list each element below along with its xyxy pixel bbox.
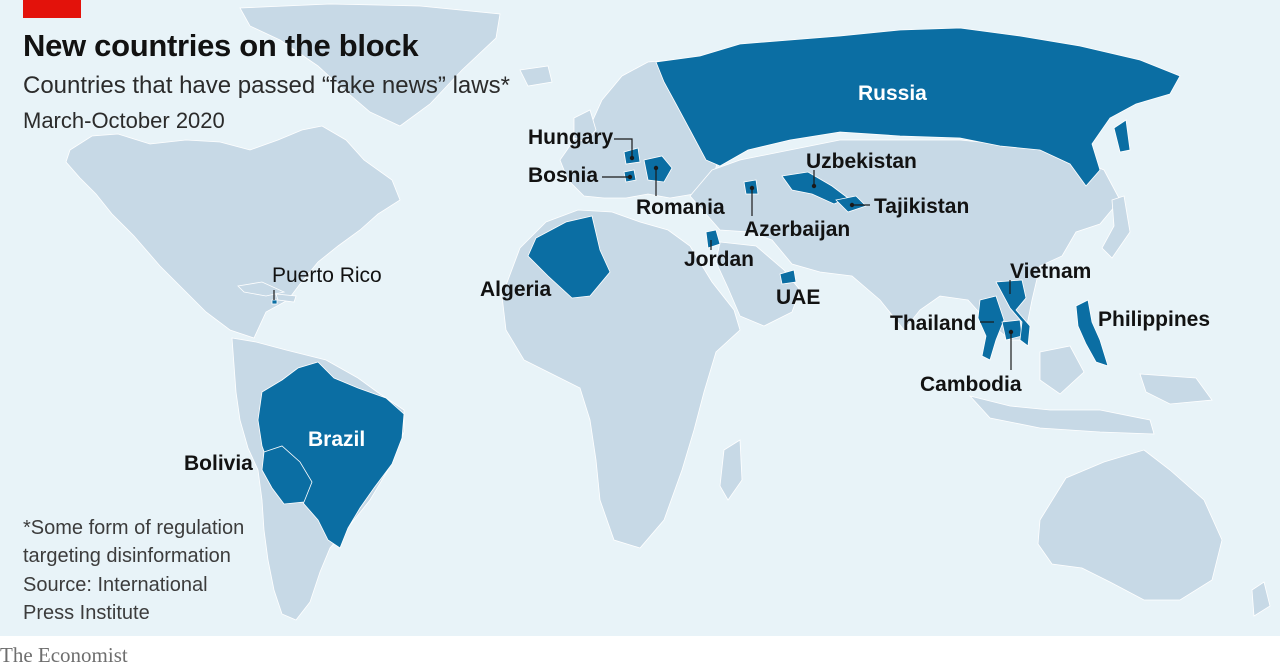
- brand-red-tab: [23, 0, 81, 18]
- marker-uzbekistan: [811, 183, 817, 189]
- land-indonesia: [968, 395, 1155, 435]
- marker-azerbaijan: [749, 185, 755, 191]
- label-tajikistan: Tajikistan: [874, 195, 970, 218]
- land-new-guinea: [1139, 373, 1213, 405]
- map-subtitle: Countries that have passed “fake news” l…: [23, 72, 510, 99]
- land-greenland: [239, 3, 501, 127]
- label-thailand: Thailand: [890, 312, 977, 335]
- marker-bosnia: [627, 174, 633, 180]
- country-romania: [643, 155, 673, 183]
- land-australia: [1037, 449, 1223, 601]
- land-uk: [573, 109, 597, 143]
- country-vietnam: [995, 279, 1031, 347]
- label-bolivia: Bolivia: [184, 452, 253, 475]
- country-cambodia: [1001, 319, 1023, 341]
- source-line: Press Institute: [23, 602, 150, 624]
- country-uae: [779, 269, 797, 285]
- label-algeria: Algeria: [480, 278, 552, 301]
- country-russia-sakhalin: [1113, 119, 1131, 153]
- land-borneo: [1039, 345, 1085, 395]
- label-hungary: Hungary: [528, 126, 614, 149]
- label-uae: UAE: [776, 286, 821, 309]
- marker-cambodia: [1008, 329, 1014, 335]
- source-note: Source: International Press Institute: [23, 571, 208, 627]
- map-title: New countries on the block: [23, 28, 419, 63]
- country-bolivia: [261, 445, 313, 505]
- land-japan: [1101, 195, 1131, 259]
- country-russia: [655, 27, 1181, 187]
- land-africa: [501, 209, 741, 549]
- country-philippines: [1075, 299, 1109, 367]
- marker-romania: [653, 165, 659, 171]
- footnote-line: *Some form of regulation: [23, 517, 245, 539]
- leader-hungary: [614, 138, 633, 156]
- date-range: March-October 2020: [23, 108, 225, 133]
- country-algeria: [527, 215, 611, 299]
- label-philippines: Philippines: [1098, 308, 1211, 331]
- footnote: *Some form of regulation targeting disin…: [23, 514, 244, 570]
- brand-wordmark: The Economist: [0, 643, 128, 667]
- footnote-line: targeting disinformation: [23, 545, 231, 567]
- label-cambodia: Cambodia: [920, 373, 1022, 396]
- label-uzbekistan: Uzbekistan: [806, 150, 917, 173]
- label-vietnam: Vietnam: [1010, 260, 1092, 283]
- map-panel: New countries on the block Countries tha…: [0, 0, 1280, 636]
- land-north-america: [65, 125, 401, 339]
- source-line: Source: International: [23, 574, 208, 596]
- land-arabia: [715, 241, 801, 327]
- marker-tajikistan: [849, 202, 855, 208]
- label-brazil: Brazil: [308, 428, 366, 451]
- country-thailand: [977, 295, 1005, 361]
- land-new-zealand: [1251, 581, 1271, 617]
- marker-hungary: [629, 155, 635, 161]
- label-russia: Russia: [858, 82, 927, 105]
- label-puerto-rico: Puerto Rico: [272, 264, 382, 287]
- label-azerbaijan: Azerbaijan: [744, 218, 851, 241]
- land-hispaniola: [275, 293, 297, 303]
- land-madagascar: [719, 439, 743, 501]
- land-cuba: [237, 281, 286, 297]
- label-bosnia: Bosnia: [528, 164, 599, 187]
- land-iceland: [519, 65, 553, 87]
- label-romania: Romania: [636, 196, 725, 219]
- country-puerto-rico: [271, 299, 278, 305]
- world-map: [65, 3, 1271, 621]
- country-jordan: [705, 229, 721, 249]
- label-jordan: Jordan: [684, 248, 755, 271]
